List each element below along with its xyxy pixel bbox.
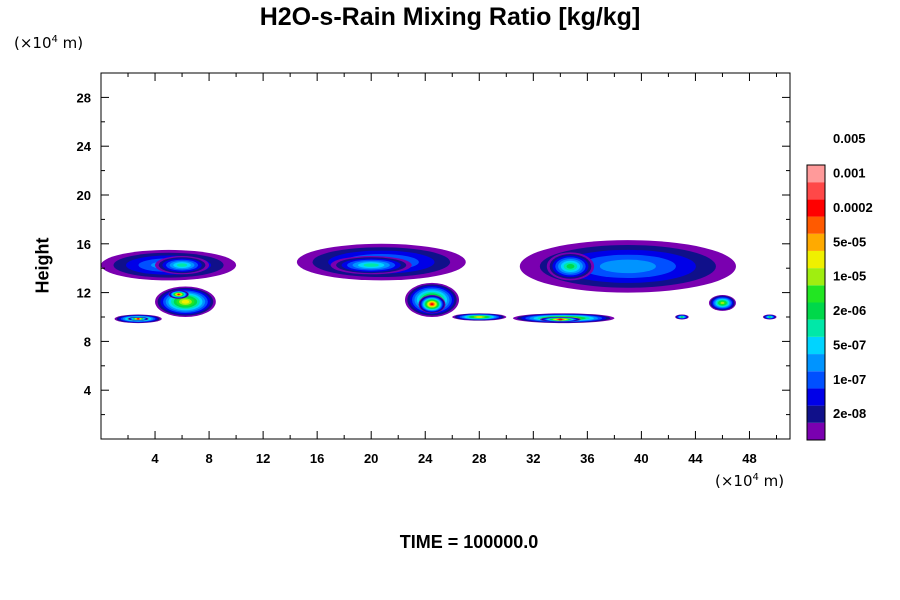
colorbar-label: 1e-05 — [833, 269, 866, 284]
colorbar-swatch — [807, 336, 825, 355]
x-tick-label: 16 — [310, 451, 324, 466]
x-tick-label: 28 — [472, 451, 486, 466]
x-tick-label: 32 — [526, 451, 540, 466]
x-tick-label: 36 — [580, 451, 594, 466]
colorbar-label: 2e-06 — [833, 303, 866, 318]
contour-region — [176, 263, 188, 267]
colorbar-swatch — [807, 182, 825, 200]
colorbar-label: 2e-08 — [833, 406, 866, 421]
colorbar-label: 0.001 — [833, 166, 866, 181]
colorbar-label: 5e-07 — [833, 337, 866, 352]
y-unit-label: (×104 m) — [14, 34, 84, 52]
colorbar-label: 5e-05 — [833, 234, 866, 249]
colorbar-swatch — [807, 388, 825, 406]
contour-region — [430, 303, 434, 306]
y-tick-label: 28 — [77, 90, 91, 105]
contour-region — [680, 316, 684, 318]
time-label: TIME = 100000.0 — [399, 532, 539, 552]
y-tick-label: 24 — [77, 139, 92, 154]
contour-region — [768, 316, 771, 318]
colorbar-swatch — [807, 285, 825, 303]
x-tick-label: 4 — [151, 451, 159, 466]
colorbar-swatch — [807, 302, 825, 320]
colorbar-label: 0.005 — [833, 131, 866, 146]
x-tick-label: 44 — [688, 451, 703, 466]
colorbar-label: 1e-07 — [833, 372, 866, 387]
contour-region — [177, 293, 180, 296]
contour-region — [558, 318, 563, 321]
y-tick-label: 12 — [77, 286, 91, 301]
x-tick-label: 40 — [634, 451, 648, 466]
y-tick-label: 4 — [84, 383, 92, 398]
colorbar-frame — [806, 164, 826, 441]
colorbar-swatch — [807, 268, 825, 286]
chart-title: H2O-s-Rain Mixing Ratio [kg/kg] — [259, 3, 641, 31]
contour-region — [475, 316, 483, 318]
contour-region — [363, 263, 379, 267]
colorbar-swatch — [807, 319, 825, 337]
x-tick-label: 12 — [256, 451, 270, 466]
x-tick-label: 24 — [418, 451, 433, 466]
plot-frame — [100, 72, 791, 440]
y-tick-label: 8 — [84, 334, 91, 349]
colorbar-swatch — [807, 199, 825, 217]
colorbar-swatch — [807, 216, 825, 234]
colorbar-swatch — [807, 250, 825, 269]
y-tick-label: 16 — [77, 237, 91, 252]
y-tick-label: 20 — [77, 188, 91, 203]
colorbar-swatch — [807, 354, 825, 372]
colorbar-swatch — [807, 422, 825, 440]
contour-region — [599, 259, 656, 274]
colorbar-swatch — [807, 405, 825, 423]
contour-region — [566, 264, 575, 269]
contour-region — [137, 318, 140, 320]
colorbar-swatch — [807, 233, 825, 251]
contour-region — [720, 301, 725, 305]
x-tick-label: 48 — [742, 451, 756, 466]
colorbar-swatch — [807, 371, 825, 389]
x-tick-label: 8 — [205, 451, 212, 466]
colorbar-swatch — [807, 165, 825, 183]
contour-region — [181, 299, 190, 304]
x-tick-label: 20 — [364, 451, 378, 466]
colorbar-label: 0.0002 — [833, 200, 873, 215]
x-unit-label: (×104 m) — [715, 472, 785, 490]
